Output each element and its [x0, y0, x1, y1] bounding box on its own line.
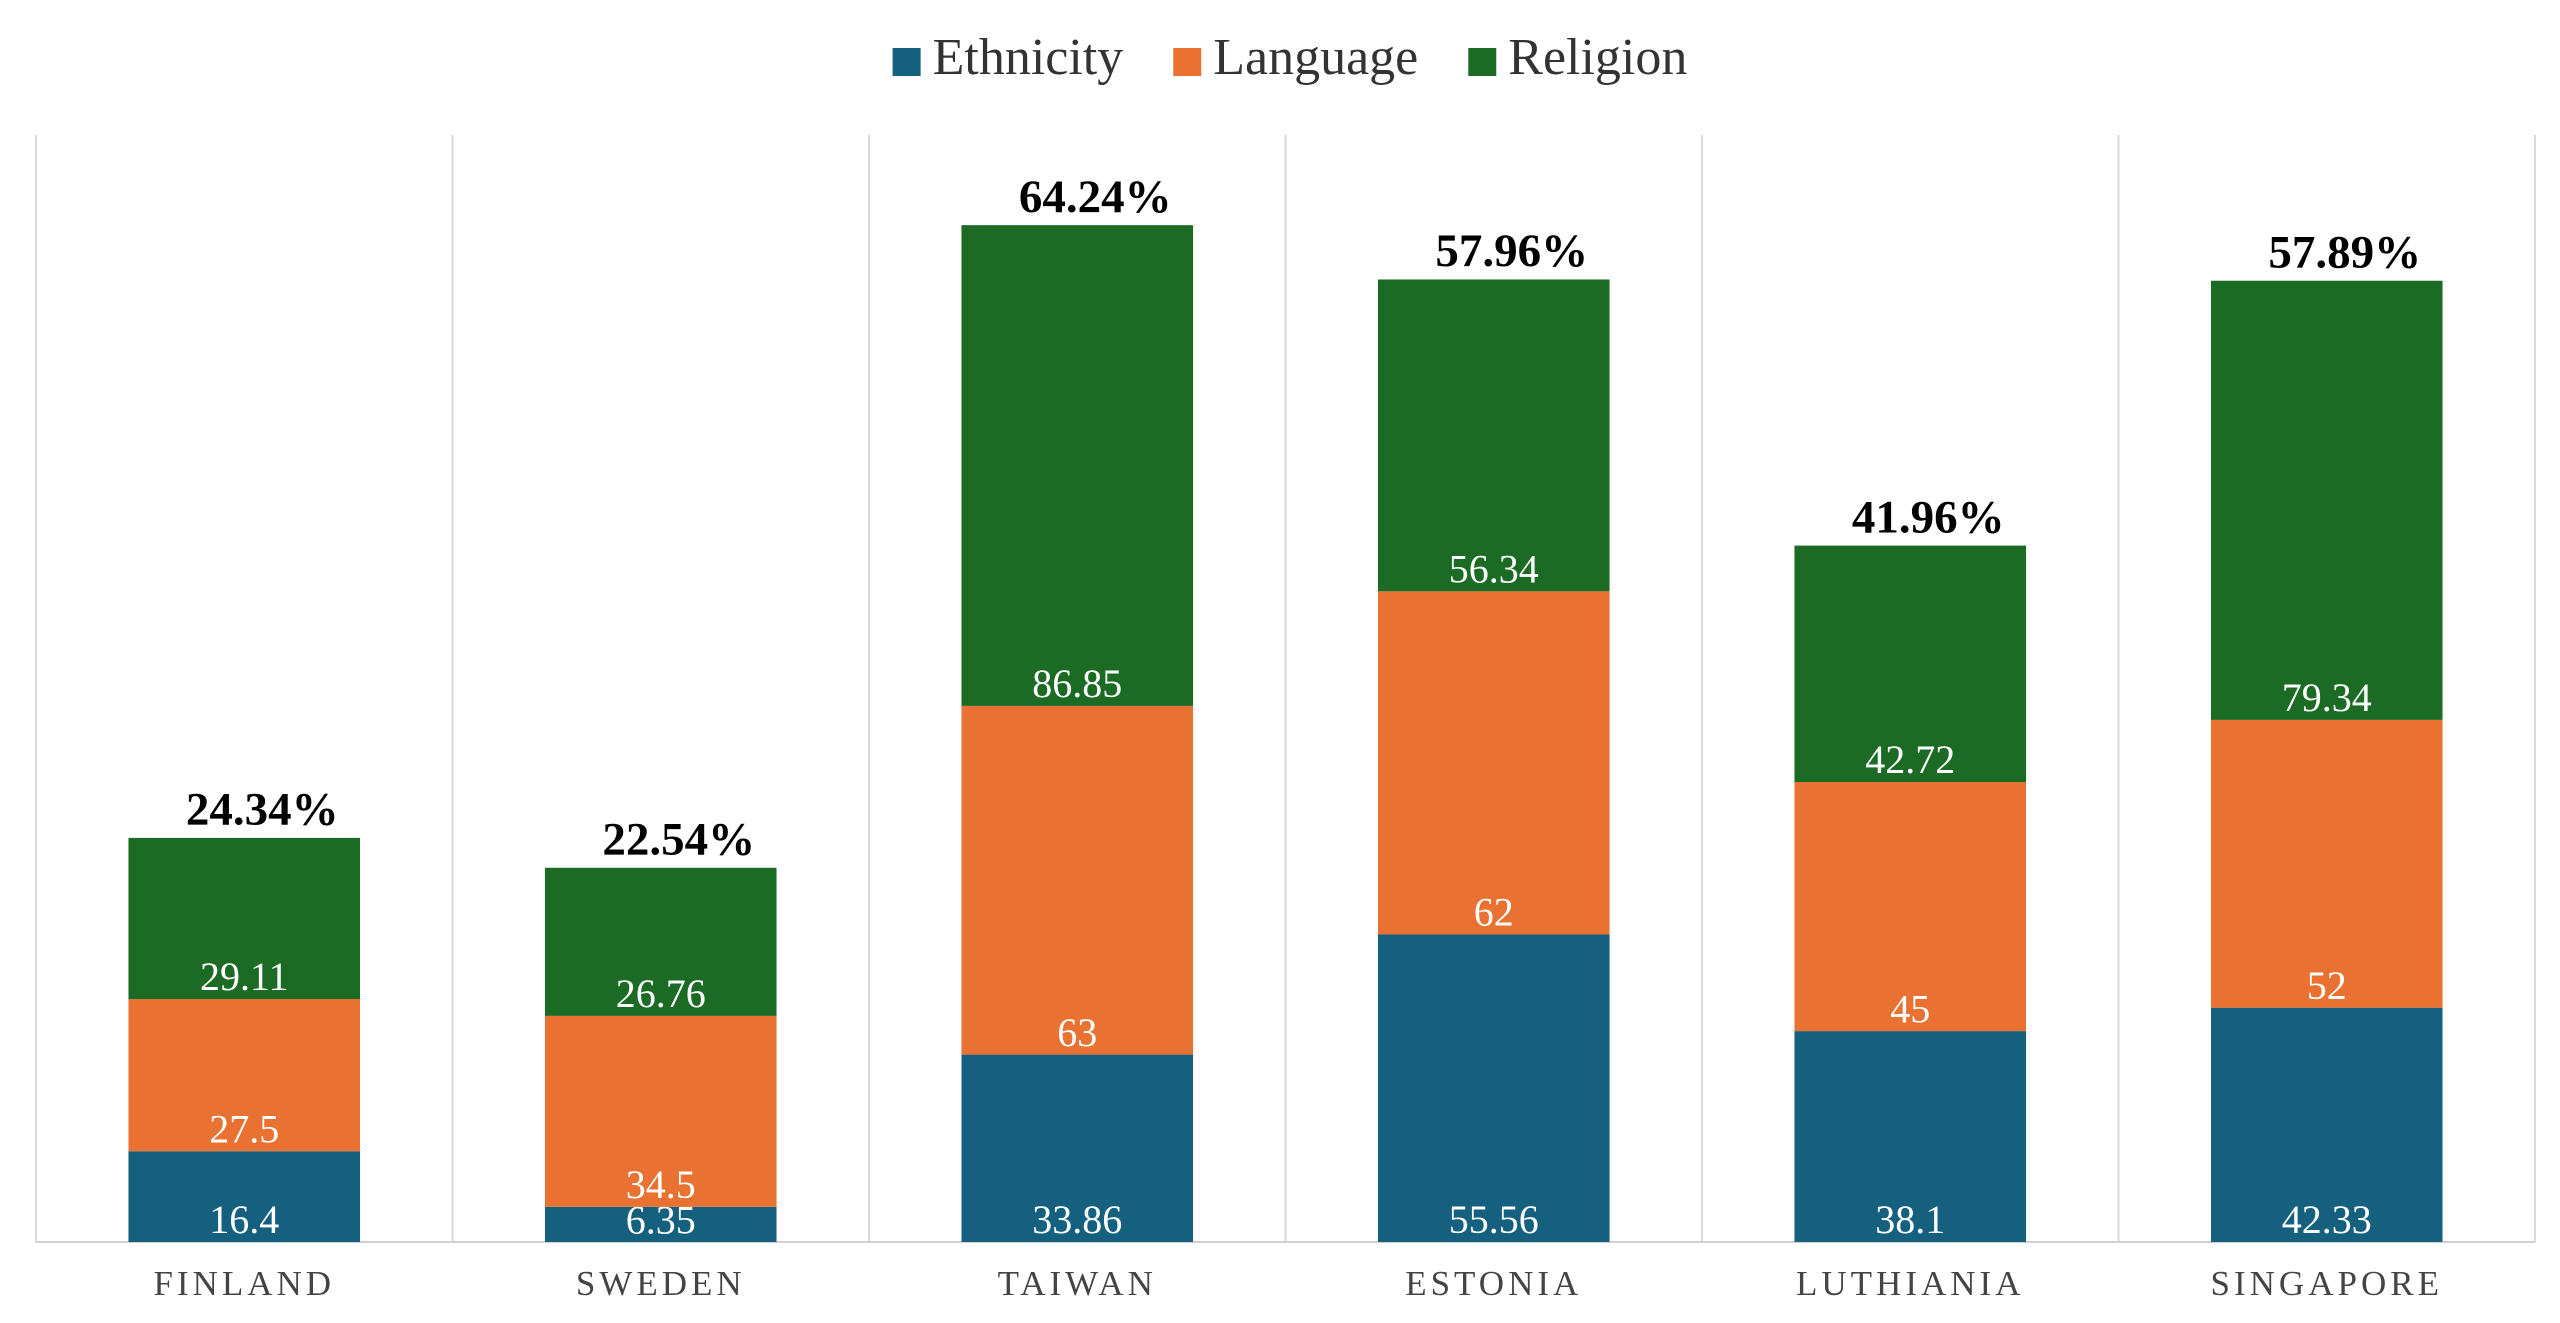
- bar-segment: [544, 1206, 777, 1242]
- value-label: 63: [1057, 1010, 1097, 1055]
- bar-segment: [961, 225, 1194, 706]
- value-label: 86.85: [1032, 661, 1122, 706]
- bar-segment: [1377, 279, 1610, 592]
- x-tick-label: TAIWAN: [998, 1264, 1157, 1303]
- legend-swatch: [1468, 48, 1497, 76]
- value-label: 42.72: [1865, 737, 1955, 782]
- legend-label: Language: [1213, 29, 1418, 86]
- bar-segment: [961, 1054, 1194, 1242]
- bar-segment: [544, 1015, 777, 1207]
- bar-segment: [1794, 782, 2027, 1032]
- value-label: 27.5: [209, 1106, 279, 1151]
- x-tick-label: FINLAND: [153, 1264, 335, 1303]
- value-label: 45: [1890, 986, 1930, 1031]
- legend-label: Religion: [1508, 29, 1687, 86]
- x-tick-label: SINGAPORE: [2211, 1264, 2443, 1303]
- bar-segment: [128, 837, 361, 1000]
- value-label: 79.34: [2282, 675, 2372, 720]
- bar-segment: [544, 867, 777, 1016]
- value-label: 55.56: [1449, 1197, 1539, 1242]
- total-label: 64.24%: [1019, 171, 1172, 223]
- total-label: 22.54%: [602, 814, 755, 866]
- x-tick-label: ESTONIA: [1405, 1264, 1582, 1303]
- bar-segment: [1377, 591, 1610, 935]
- value-label: 34.5: [626, 1162, 696, 1207]
- bar-segment: [961, 705, 1194, 1055]
- bar-segment: [1794, 545, 2027, 783]
- bar-segment: [2210, 1007, 2443, 1242]
- value-label: 62: [1474, 890, 1514, 935]
- value-label: 26.76: [616, 971, 706, 1016]
- bar-segment: [1794, 1031, 2027, 1242]
- bar-segment: [128, 999, 361, 1152]
- bar-segment: [128, 1151, 361, 1242]
- bar-segment: [2210, 280, 2443, 720]
- value-label: 52: [2307, 963, 2347, 1008]
- bar-segment: [1377, 934, 1610, 1242]
- value-label: 33.86: [1032, 1197, 1122, 1242]
- value-label: 56.34: [1449, 546, 1539, 591]
- value-label: 42.33: [2282, 1197, 2372, 1242]
- x-tick-label: SWEDEN: [576, 1264, 746, 1303]
- total-label: 41.96%: [1852, 491, 2005, 543]
- legend-swatch: [892, 48, 921, 76]
- bar-segment: [2210, 719, 2443, 1008]
- legend-label: Ethnicity: [933, 29, 1124, 86]
- total-label: 57.96%: [1435, 225, 1588, 277]
- legend-swatch: [1173, 48, 1202, 76]
- total-label: 24.34%: [186, 784, 339, 836]
- total-label: 57.89%: [2268, 227, 2421, 279]
- value-label: 38.1: [1875, 1197, 1945, 1242]
- value-label: 16.4: [209, 1197, 279, 1242]
- x-tick-label: LUTHIANIA: [1796, 1264, 2024, 1303]
- value-label: 29.11: [200, 954, 289, 999]
